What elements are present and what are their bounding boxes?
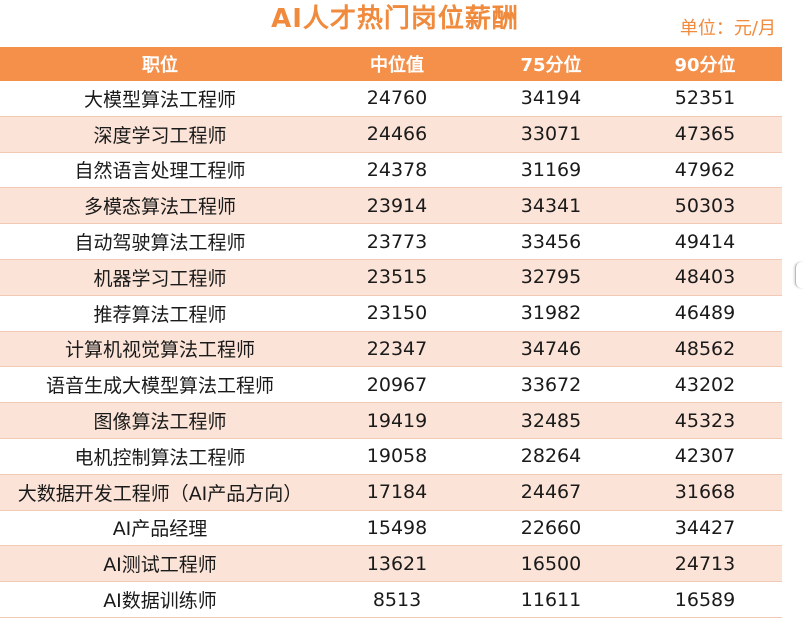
cell-p75: 16500: [474, 545, 628, 583]
cell-p90: 34427: [628, 510, 782, 547]
table-row: 图像算法工程师 19419 32485 45323: [0, 402, 782, 439]
table-row: 语音生成大模型算法工程师 20967 33672 43202: [0, 366, 782, 404]
cell-p75: 33456: [474, 223, 628, 260]
cell-median: 17184: [320, 474, 474, 511]
cell-median: 23150: [320, 295, 474, 332]
table-body: 大模型算法工程师 24760 34194 52351 深度学习工程师 24466 33071…: [0, 81, 782, 618]
cell-position: 大数据开发工程师（AI产品方向）: [0, 474, 320, 511]
salary-table: 职位 中位值 75分位 90分位 大模型算法工程师 24760 34194 52351…: [0, 47, 782, 618]
cell-median: 22347: [320, 331, 474, 368]
cell-p90: 31668: [628, 474, 782, 511]
header-median: 中位值: [320, 47, 474, 81]
cell-median: 23515: [320, 259, 474, 296]
cell-p75: 31169: [474, 152, 628, 189]
cell-p75: 33672: [474, 366, 628, 404]
cell-p90: 45323: [628, 402, 782, 439]
table-row: 大模型算法工程师 24760 34194 52351: [0, 81, 782, 117]
cell-position: 电机控制算法工程师: [0, 438, 320, 475]
cell-p75: 32795: [474, 259, 628, 296]
cell-p75: 22660: [474, 510, 628, 547]
cell-position: 多模态算法工程师: [0, 187, 320, 225]
table-row: 自动驾驶算法工程师 23773 33456 49414: [0, 223, 782, 260]
cell-median: 19419: [320, 402, 474, 439]
table-row: 自然语言处理工程师 24378 31169 47962: [0, 152, 782, 189]
cell-median: 23773: [320, 223, 474, 260]
cell-p90: 47962: [628, 152, 782, 189]
cell-p90: 24713: [628, 545, 782, 583]
cell-position: AI产品经理: [0, 510, 320, 547]
table-row: 计算机视觉算法工程师 22347 34746 48562: [0, 331, 782, 368]
cell-median: 20967: [320, 366, 474, 404]
table-row: 大数据开发工程师（AI产品方向） 17184 24467 31668: [0, 474, 782, 511]
cell-p75: 34746: [474, 331, 628, 368]
page-title: AI人才热门岗位薪酬: [271, 4, 519, 34]
cell-median: 24378: [320, 152, 474, 189]
cell-median: 19058: [320, 438, 474, 475]
table-row: AI数据训练师 8513 11611 16589: [0, 581, 782, 618]
cell-median: 24466: [320, 116, 474, 153]
cell-median: 15498: [320, 510, 474, 547]
cell-position: 计算机视觉算法工程师: [0, 331, 320, 368]
cell-median: 23914: [320, 187, 474, 225]
header-p90: 90分位: [628, 47, 782, 81]
cell-p75: 34341: [474, 187, 628, 225]
cell-p90: 43202: [628, 366, 782, 404]
table-header-row: 职位 中位值 75分位 90分位: [0, 47, 782, 81]
cell-p75: 28264: [474, 438, 628, 475]
table-row: 机器学习工程师 23515 32795 48403: [0, 259, 782, 296]
cell-median: 8513: [320, 581, 474, 618]
table-row: 推荐算法工程师 23150 31982 46489: [0, 295, 782, 332]
table-row: AI测试工程师 13621 16500 24713: [0, 545, 782, 583]
cell-position: 语音生成大模型算法工程师: [0, 366, 320, 404]
cell-p75: 32485: [474, 402, 628, 439]
table-row: 多模态算法工程师 23914 34341 50303: [0, 187, 782, 225]
cell-p75: 24467: [474, 474, 628, 511]
cell-median: 24760: [320, 81, 474, 117]
cell-p75: 34194: [474, 81, 628, 117]
cell-position: 深度学习工程师: [0, 116, 320, 153]
cell-p75: 11611: [474, 581, 628, 618]
cell-p90: 42307: [628, 438, 782, 475]
cell-p90: 46489: [628, 295, 782, 332]
cell-position: 大模型算法工程师: [0, 81, 320, 117]
cell-p90: 16589: [628, 581, 782, 618]
cell-position: 自动驾驶算法工程师: [0, 223, 320, 260]
unit-label: 单位：元/月: [679, 18, 776, 39]
cell-position: 图像算法工程师: [0, 402, 320, 439]
cell-position: 推荐算法工程师: [0, 295, 320, 332]
cell-p90: 47365: [628, 116, 782, 153]
cell-p75: 31982: [474, 295, 628, 332]
header-p75: 75分位: [474, 47, 628, 81]
cell-p75: 33071: [474, 116, 628, 153]
table-row: 电机控制算法工程师 19058 28264 42307: [0, 438, 782, 475]
header-position: 职位: [0, 47, 320, 81]
table-row: AI产品经理 15498 22660 34427: [0, 510, 782, 547]
side-scroll-handle[interactable]: [795, 262, 804, 288]
table-row: 深度学习工程师 24466 33071 47365: [0, 116, 782, 153]
cell-p90: 48562: [628, 331, 782, 368]
cell-p90: 49414: [628, 223, 782, 260]
cell-position: AI数据训练师: [0, 581, 320, 618]
cell-position: 自然语言处理工程师: [0, 152, 320, 189]
cell-position: AI测试工程师: [0, 545, 320, 583]
cell-p90: 52351: [628, 81, 782, 117]
cell-p90: 50303: [628, 187, 782, 225]
cell-p90: 48403: [628, 259, 782, 296]
cell-median: 13621: [320, 545, 474, 583]
cell-position: 机器学习工程师: [0, 259, 320, 296]
